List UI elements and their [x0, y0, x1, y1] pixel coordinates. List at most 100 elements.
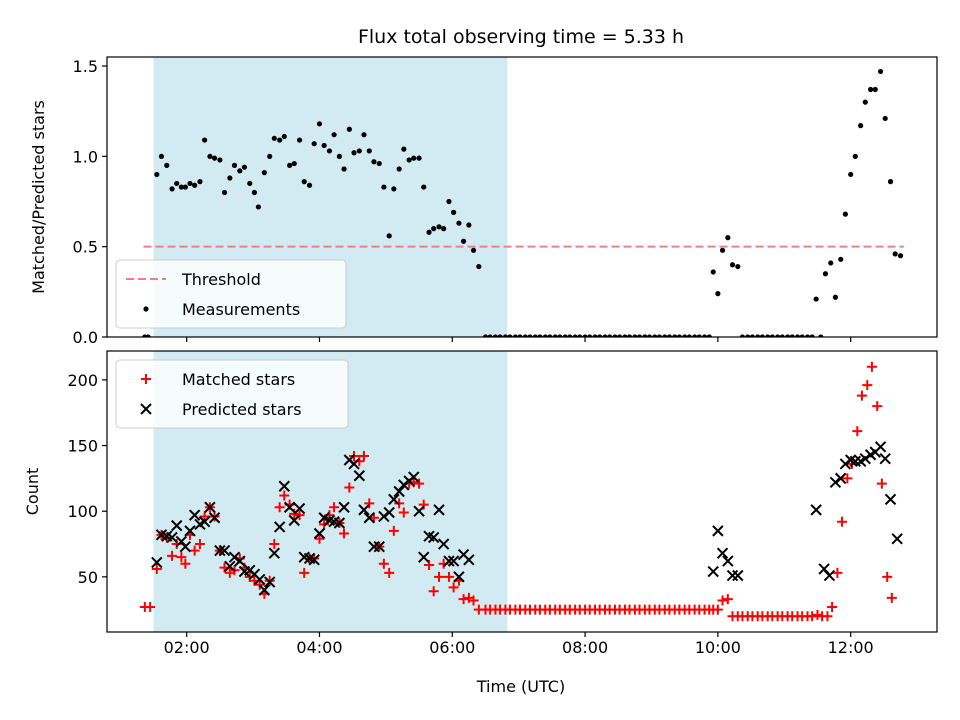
- predicted-star-point: [204, 501, 216, 513]
- measurement-point: [794, 334, 801, 337]
- measurement-point: [169, 186, 175, 192]
- matched-star-point: [384, 567, 395, 578]
- matched-star-point: [428, 586, 439, 597]
- predicted-star-point: [884, 493, 897, 506]
- legend-label: Predicted stars: [182, 400, 302, 419]
- y-tick-label: 50: [78, 568, 98, 587]
- measurement-point: [487, 334, 493, 337]
- matched-star-point: [827, 602, 838, 613]
- matched-star-point: [289, 508, 300, 519]
- measurement-point: [346, 126, 352, 132]
- measurement-point: [466, 222, 472, 228]
- predicted-star-point: [338, 501, 350, 513]
- y-tick-label: 150: [67, 437, 98, 456]
- measurement-point: [522, 334, 528, 337]
- predicted-star-point: [171, 519, 183, 532]
- measurement-point: [537, 334, 543, 337]
- measurement-point: [745, 334, 751, 337]
- predicted-star-point: [214, 544, 226, 557]
- matched-star-point: [842, 473, 853, 484]
- count-panel: 02:00 04:00 06:00 08:00 10:00 12:00 50 100 150 20…: [23, 350, 938, 657]
- matched-star-point: [167, 550, 178, 561]
- measurement-point: [592, 334, 598, 337]
- predicted-star-point: [358, 504, 370, 516]
- predicted-star-point: [268, 547, 281, 559]
- measurement-point: [296, 137, 303, 143]
- measurement-point: [178, 184, 184, 190]
- predicted-star-point: [254, 573, 266, 586]
- matched-star-point: [279, 490, 290, 501]
- measurement-point: [676, 334, 682, 337]
- x-axis-label: Time (UTC): [476, 677, 565, 696]
- predicted-star-point: [879, 452, 891, 465]
- measurement-point: [597, 334, 603, 337]
- predicted-star-point: [184, 525, 196, 537]
- measurement-point: [542, 334, 548, 337]
- matched-star-point: [822, 611, 833, 622]
- measurement-point: [306, 182, 313, 188]
- measurement-point: [251, 189, 258, 196]
- measurement-point: [158, 153, 165, 159]
- measurement-point: [838, 256, 844, 262]
- matched-star-point: [812, 609, 823, 620]
- measurement-point: [197, 179, 203, 185]
- measurement-point: [719, 247, 726, 253]
- measurement-point: [492, 334, 499, 337]
- measurement-point: [460, 238, 467, 244]
- predicted-star-point: [179, 540, 192, 553]
- predicted-star-point: [208, 512, 221, 524]
- measurement-point: [237, 168, 243, 174]
- measurement-point: [562, 334, 568, 337]
- measurement-point: [799, 334, 805, 337]
- y-tick-label: 1.5: [73, 57, 98, 76]
- predicted-star-point: [363, 512, 375, 524]
- measurement-point: [642, 334, 648, 337]
- count-y-axis-label: Count: [23, 468, 42, 516]
- matched-star-point: [329, 502, 340, 513]
- measurement-point: [632, 334, 638, 337]
- measurement-point: [336, 153, 342, 159]
- predicted-star-point: [463, 554, 475, 566]
- measurement-point: [301, 179, 307, 185]
- measurement-point: [662, 334, 668, 337]
- matched-star-point: [339, 528, 350, 539]
- legend-label: Measurements: [182, 300, 300, 319]
- matched-star-point: [722, 594, 733, 605]
- measurement-point: [769, 334, 775, 337]
- predicted-star-point: [198, 515, 211, 528]
- predicted-star-point: [308, 554, 320, 566]
- measurement-point: [636, 334, 643, 337]
- measurement-point: [828, 260, 834, 266]
- measurement-point: [672, 334, 678, 337]
- predicted-star-point: [288, 514, 300, 527]
- measurement-point: [470, 247, 477, 253]
- measurement-point: [187, 180, 193, 187]
- measurement-point: [255, 204, 261, 210]
- predicted-star-point: [712, 525, 724, 537]
- measurement-point: [512, 334, 518, 337]
- predicted-star-point: [348, 458, 360, 470]
- x-tick-label: 02:00: [164, 638, 210, 657]
- measurement-point: [217, 157, 223, 163]
- matched-star-point: [837, 516, 848, 527]
- measurement-point: [267, 153, 273, 159]
- ratio-legend: Threshold Measurements: [115, 259, 347, 329]
- measurement-point: [456, 220, 462, 226]
- predicted-star-point: [447, 555, 460, 567]
- measurement-point: [281, 133, 287, 140]
- measurement-point: [652, 334, 658, 337]
- predicted-star-point: [722, 555, 734, 567]
- matched-star-point: [418, 499, 429, 510]
- y-tick-label: 0.5: [73, 238, 98, 257]
- measurement-point: [858, 123, 864, 129]
- predicted-star-point: [218, 544, 231, 557]
- matched-star-point: [180, 558, 191, 569]
- matched-star-point: [294, 510, 305, 521]
- predicted-star-point: [283, 501, 296, 513]
- measurement-point: [271, 135, 277, 141]
- matched-star-point: [378, 558, 389, 569]
- measurement-point: [446, 198, 452, 205]
- legend-predicted-marker: [140, 403, 152, 415]
- measurement-point: [582, 334, 588, 337]
